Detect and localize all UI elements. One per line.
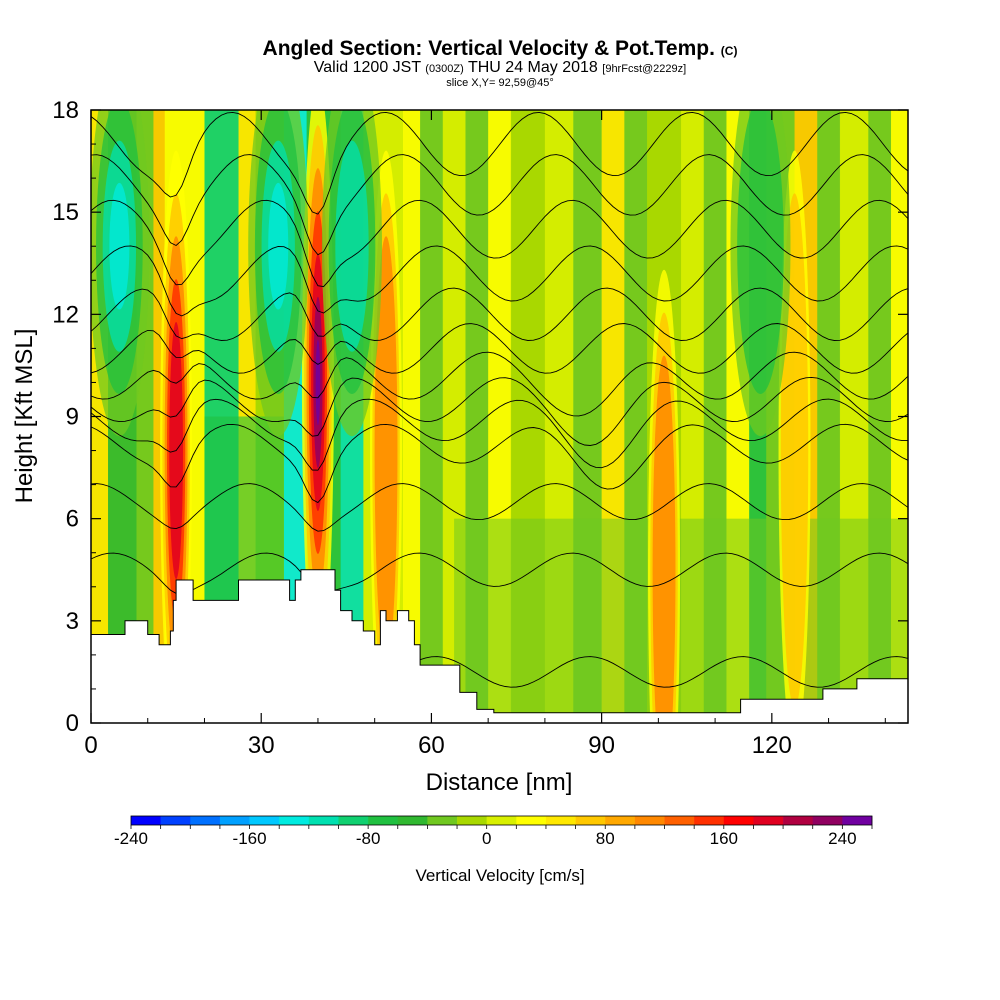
- downdraft-region-3: [737, 110, 784, 394]
- colorbar-swatch: [723, 816, 754, 825]
- terrain-mask: [90, 569, 909, 724]
- colorbar-swatch: [249, 816, 280, 825]
- colorbar-swatch: [279, 816, 310, 825]
- theta-contour-9: [91, 245, 908, 317]
- colorbar-swatch: [219, 816, 250, 825]
- colorbar-tick-label: -240: [114, 829, 148, 848]
- colorbar-swatch: [397, 816, 428, 825]
- y-axis: 0 3 6 9 12 15 18: [52, 97, 908, 737]
- theta-contour-8: [91, 287, 908, 341]
- slice-info: slice X,Y= 92,59@45°: [446, 77, 554, 89]
- theta-contour-4: [91, 398, 908, 471]
- theta-contour-5: [91, 376, 908, 446]
- colorbar-swatch: [753, 816, 784, 825]
- chart-title: Angled Section: Vertical Velocity & Pot.…: [262, 37, 738, 60]
- colorbar-tick-label: -80: [356, 829, 381, 848]
- colorbar-swatch: [131, 816, 161, 825]
- x-tick-label: 90: [588, 732, 615, 759]
- colorbar-swatch: [664, 816, 695, 825]
- colorbar-swatch: [605, 816, 636, 825]
- x-axis-label: Distance [nm]: [426, 769, 573, 796]
- colorbar-label: Vertical Velocity [cm/s]: [415, 866, 584, 885]
- colorbar-tick-label: -160: [233, 829, 267, 848]
- colorbar-swatch: [516, 816, 547, 825]
- updraft-core-2: [374, 236, 398, 665]
- colorbar-swatch: [575, 816, 606, 825]
- colorbar-swatch: [545, 816, 576, 825]
- colorbar-swatch: [368, 816, 399, 825]
- theta-contour-1: [91, 552, 908, 595]
- colorbar-tick-label: 240: [828, 829, 856, 848]
- colorbar-swatch: [783, 816, 814, 825]
- theta-contour-2: [91, 483, 908, 532]
- colorbar-swatch: [338, 816, 369, 825]
- colorbar-swatch: [842, 816, 873, 825]
- y-tick-label: 18: [52, 97, 79, 124]
- y-axis-label: Height [Kft MSL]: [11, 329, 38, 504]
- x-axis: 0 30 60 90 120: [84, 110, 886, 759]
- colorbar-swatch: [812, 816, 843, 825]
- theta-contour-11: [91, 154, 908, 256]
- colorbar-swatch: [457, 816, 487, 825]
- colorbar-tick-label: 0: [482, 829, 491, 848]
- colorbar-swatch: [427, 816, 458, 825]
- title-tag: (C): [720, 44, 738, 58]
- colorbar-swatch: [160, 816, 191, 825]
- y-tick-label: 6: [66, 506, 79, 533]
- theta-contour-10: [91, 199, 908, 288]
- colorbar: -240 -160 -80 0 80 160 240: [114, 815, 873, 848]
- x-tick-label: 30: [248, 732, 275, 759]
- theta-contours: [91, 111, 908, 690]
- theta-contour-3: [91, 423, 908, 504]
- colorbar-swatch: [190, 816, 221, 825]
- y-tick-label: 15: [52, 199, 79, 226]
- colorbar-swatch: [694, 816, 725, 825]
- downdraft-region-2: [335, 140, 369, 352]
- forecast-tag: [9hrFcst@2229z]: [602, 63, 687, 75]
- x-tick-label: 60: [418, 732, 445, 759]
- theta-contour-12: [91, 111, 908, 215]
- colorbar-tick-label: 160: [710, 829, 738, 848]
- x-tick-label: 0: [84, 732, 97, 759]
- y-tick-label: 0: [66, 710, 79, 737]
- downdraft-region-0: [109, 182, 130, 310]
- updraft-core-3: [652, 355, 676, 723]
- colorbar-swatch: [634, 816, 665, 825]
- colorbar-swatch: [486, 816, 517, 825]
- valid-time: Valid 1200 JST (0300Z) THU 24 May 2018 […: [313, 59, 687, 76]
- theta-contour-7: [91, 323, 908, 374]
- y-tick-label: 9: [66, 404, 79, 431]
- colorbar-swatch: [308, 816, 339, 825]
- y-tick-label: 3: [66, 608, 79, 635]
- colorbar-tick-label: 80: [596, 829, 615, 848]
- theta-contour-6: [91, 351, 908, 417]
- y-tick-label: 12: [52, 301, 79, 328]
- x-tick-label: 120: [752, 732, 792, 759]
- updraft-core-1: [315, 339, 321, 426]
